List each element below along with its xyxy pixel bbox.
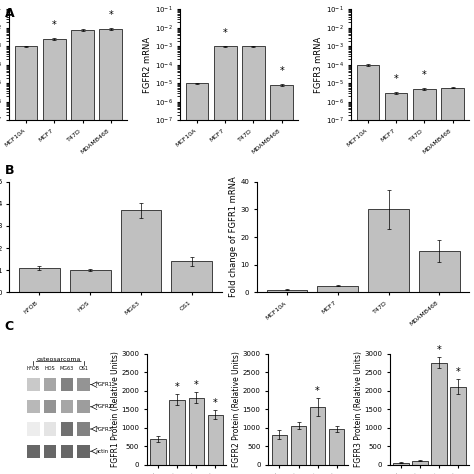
- Bar: [189, 398, 204, 465]
- Text: MG63: MG63: [60, 366, 74, 371]
- Text: *: *: [194, 380, 199, 390]
- Bar: [431, 363, 447, 465]
- Text: *: *: [175, 382, 180, 392]
- Text: *: *: [52, 20, 57, 30]
- Bar: [270, 85, 293, 474]
- Text: B: B: [5, 164, 14, 176]
- Bar: [170, 400, 185, 465]
- Bar: [214, 46, 237, 474]
- Text: *: *: [437, 345, 441, 355]
- Bar: [310, 407, 325, 465]
- Bar: [70, 270, 110, 292]
- Text: FGFR2: FGFR2: [95, 404, 112, 410]
- Bar: [419, 251, 460, 292]
- FancyBboxPatch shape: [27, 400, 39, 413]
- Bar: [43, 39, 65, 474]
- FancyBboxPatch shape: [77, 378, 90, 391]
- Bar: [100, 29, 122, 474]
- FancyBboxPatch shape: [77, 422, 90, 436]
- Bar: [393, 463, 409, 465]
- Bar: [121, 210, 161, 292]
- Y-axis label: FGFR3 mRNA: FGFR3 mRNA: [314, 37, 323, 93]
- Bar: [208, 415, 223, 465]
- Bar: [267, 290, 307, 292]
- FancyBboxPatch shape: [44, 445, 56, 458]
- Bar: [412, 461, 428, 465]
- Y-axis label: FGFR1 Protein (Relative Units): FGFR1 Protein (Relative Units): [111, 351, 120, 467]
- FancyBboxPatch shape: [27, 445, 39, 458]
- Text: *: *: [422, 70, 427, 80]
- Text: C: C: [5, 320, 14, 333]
- Text: FGFR3: FGFR3: [95, 427, 112, 431]
- Text: *: *: [109, 10, 113, 20]
- Y-axis label: Fold change of FGFR1 mRNA: Fold change of FGFR1 mRNA: [228, 177, 237, 297]
- FancyBboxPatch shape: [44, 378, 56, 391]
- FancyBboxPatch shape: [44, 400, 56, 413]
- Text: *: *: [315, 386, 320, 396]
- Bar: [385, 93, 408, 474]
- FancyBboxPatch shape: [61, 378, 73, 391]
- FancyBboxPatch shape: [77, 445, 90, 458]
- Bar: [272, 435, 287, 465]
- Bar: [441, 88, 464, 474]
- Bar: [150, 438, 166, 465]
- Bar: [172, 262, 212, 292]
- Text: *: *: [279, 66, 284, 76]
- Y-axis label: FGFR2 mRNA: FGFR2 mRNA: [143, 37, 152, 93]
- Bar: [450, 387, 465, 465]
- Bar: [242, 46, 265, 474]
- Text: *: *: [223, 27, 228, 37]
- Bar: [19, 268, 60, 292]
- Text: *: *: [213, 398, 218, 408]
- Text: hFOB: hFOB: [27, 366, 40, 371]
- FancyBboxPatch shape: [61, 422, 73, 436]
- Bar: [291, 426, 306, 465]
- Text: A: A: [5, 7, 14, 20]
- Bar: [357, 65, 379, 474]
- FancyBboxPatch shape: [27, 422, 39, 436]
- Bar: [368, 209, 409, 292]
- FancyBboxPatch shape: [61, 400, 73, 413]
- Y-axis label: FGFR3 Protein (Relative Units): FGFR3 Protein (Relative Units): [354, 351, 363, 467]
- Text: FGFR1: FGFR1: [95, 382, 112, 387]
- Text: osteosarcoma: osteosarcoma: [37, 357, 82, 362]
- Bar: [15, 46, 37, 474]
- FancyBboxPatch shape: [27, 378, 39, 391]
- Text: *: *: [456, 367, 460, 377]
- Bar: [413, 89, 436, 474]
- Y-axis label: FGFR2 Protein (Relative Units): FGFR2 Protein (Relative Units): [232, 351, 241, 467]
- Text: actin: actin: [95, 449, 109, 454]
- Bar: [318, 285, 358, 292]
- FancyBboxPatch shape: [77, 400, 90, 413]
- Bar: [186, 83, 209, 474]
- Text: *: *: [394, 74, 399, 84]
- Text: OS1: OS1: [79, 366, 89, 371]
- Bar: [71, 30, 94, 474]
- Bar: [329, 429, 344, 465]
- FancyBboxPatch shape: [61, 445, 73, 458]
- FancyBboxPatch shape: [44, 422, 56, 436]
- Text: HOS: HOS: [45, 366, 55, 371]
